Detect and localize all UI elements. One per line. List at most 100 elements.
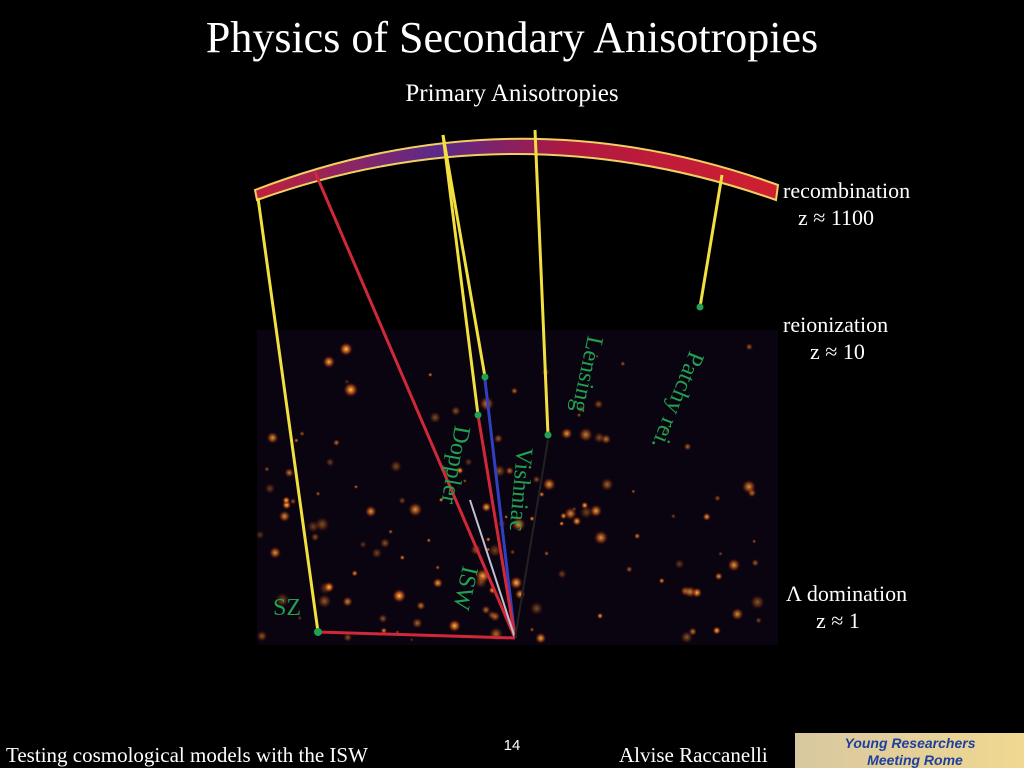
effect-label: SZ <box>273 595 301 621</box>
galaxy-clump <box>268 546 282 559</box>
galaxy-clump <box>683 442 692 451</box>
galaxy-clump <box>749 594 766 610</box>
galaxy-clump <box>438 497 444 503</box>
galaxy-clump <box>481 501 492 513</box>
galaxy-clump <box>727 558 741 572</box>
galaxy-clump <box>534 632 547 644</box>
galaxy-clump <box>293 437 299 444</box>
galaxy-clump <box>543 550 550 557</box>
galaxy-clump <box>596 612 604 620</box>
galaxy-clump <box>658 577 665 584</box>
galaxy-clump <box>398 496 407 505</box>
epoch-redshift: z ≈ 10 <box>810 339 865 364</box>
galaxy-clump <box>571 506 577 512</box>
galaxy-clump <box>576 404 586 414</box>
galaxy-clump <box>631 489 636 494</box>
galaxy-clump <box>388 529 394 535</box>
galaxy-clump <box>593 399 604 410</box>
galaxy-clump <box>593 431 606 444</box>
galaxy-clump <box>625 565 633 573</box>
galaxy-clump <box>392 588 407 603</box>
galaxy-clump <box>572 516 582 526</box>
galaxy-clump <box>462 478 467 483</box>
galaxy-clump <box>712 626 722 635</box>
galaxy-clump <box>284 467 295 478</box>
galaxy-clump <box>282 496 291 505</box>
galaxy-clump <box>488 626 504 642</box>
galaxy-clump <box>299 430 305 437</box>
galaxy-clump <box>741 479 757 495</box>
galaxy-clump <box>560 427 573 440</box>
galaxy-clump <box>256 630 268 642</box>
galaxy-clump <box>351 569 359 577</box>
galaxy-clump <box>427 372 433 378</box>
galaxy-clump <box>559 521 565 527</box>
galaxy-clump <box>493 433 504 444</box>
galaxy-clump <box>633 532 641 540</box>
galaxy-clump <box>364 505 377 518</box>
galaxy-clump <box>264 482 276 495</box>
galaxy-clump <box>456 466 464 475</box>
galaxy-clump <box>278 510 291 523</box>
galaxy-clump <box>380 627 388 635</box>
galaxy-clump <box>409 637 414 642</box>
galaxy-clump <box>509 576 524 590</box>
footer-talk: Testing cosmological models with the ISW <box>6 743 368 767</box>
galaxy-clump <box>325 457 335 467</box>
galaxy-clump <box>315 491 321 497</box>
galaxy-clump <box>576 412 582 418</box>
galaxy-clump <box>538 491 545 498</box>
epoch-redshift: z ≈ 1100 <box>798 205 874 230</box>
galaxy-clump <box>435 564 441 571</box>
galaxy-clump <box>664 427 671 434</box>
galaxy-clump <box>505 466 515 476</box>
logo: Young Researchers Meeting Rome <box>795 733 1024 768</box>
galaxy-clump <box>670 513 676 519</box>
galaxy-clump <box>310 532 320 542</box>
galaxy-clump <box>688 627 698 637</box>
galaxy-clump <box>342 596 354 608</box>
galaxy-clump <box>730 607 744 621</box>
galaxy-clump <box>579 505 594 520</box>
galaxy-clump <box>371 547 383 559</box>
galaxy-clump <box>379 537 391 549</box>
galaxy-clump <box>510 387 519 395</box>
galaxy-clump <box>344 379 350 385</box>
galaxy-clump <box>353 484 359 490</box>
galaxy-clump <box>600 477 614 492</box>
galaxy-clump <box>529 601 544 616</box>
galaxy-clump <box>322 355 336 369</box>
galaxy-clump <box>713 494 721 502</box>
galaxy-clump <box>428 411 442 424</box>
galaxy-clump <box>416 600 426 611</box>
galaxy-clump <box>594 354 600 359</box>
galaxy-clump <box>323 581 335 593</box>
galaxy-clump <box>306 520 320 534</box>
galaxy-clump <box>487 610 497 620</box>
galaxy-clump <box>450 405 461 417</box>
galaxy-clump <box>339 342 354 357</box>
galaxy-clump <box>317 593 332 609</box>
logo-text: Meeting Rome <box>867 752 963 768</box>
galaxy-clump <box>332 439 341 447</box>
galaxy-clump <box>578 427 594 443</box>
galaxy-clump <box>274 591 291 608</box>
galaxy-clump <box>426 537 432 543</box>
epoch-name: Λ domination <box>786 581 907 606</box>
galaxy-clump <box>343 632 353 643</box>
galaxy-clump <box>297 615 303 621</box>
simulation-image: SZ Doppler Vishniac ISW Lensing Patchy r… <box>253 129 780 645</box>
galaxy-clump <box>474 575 488 589</box>
galaxy-clump <box>745 342 754 351</box>
galaxy-clump <box>504 514 509 519</box>
galaxy-clump <box>464 457 473 467</box>
epoch-name: recombination <box>783 178 910 203</box>
galaxy-clump <box>407 502 423 517</box>
galaxy-clump <box>593 530 609 546</box>
galaxy-clump <box>755 617 762 624</box>
galaxy-clump <box>389 459 403 473</box>
galaxy-clump <box>432 577 444 589</box>
galaxy-clump <box>264 466 270 472</box>
slide-title: Physics of Secondary Anisotropies <box>206 13 818 62</box>
